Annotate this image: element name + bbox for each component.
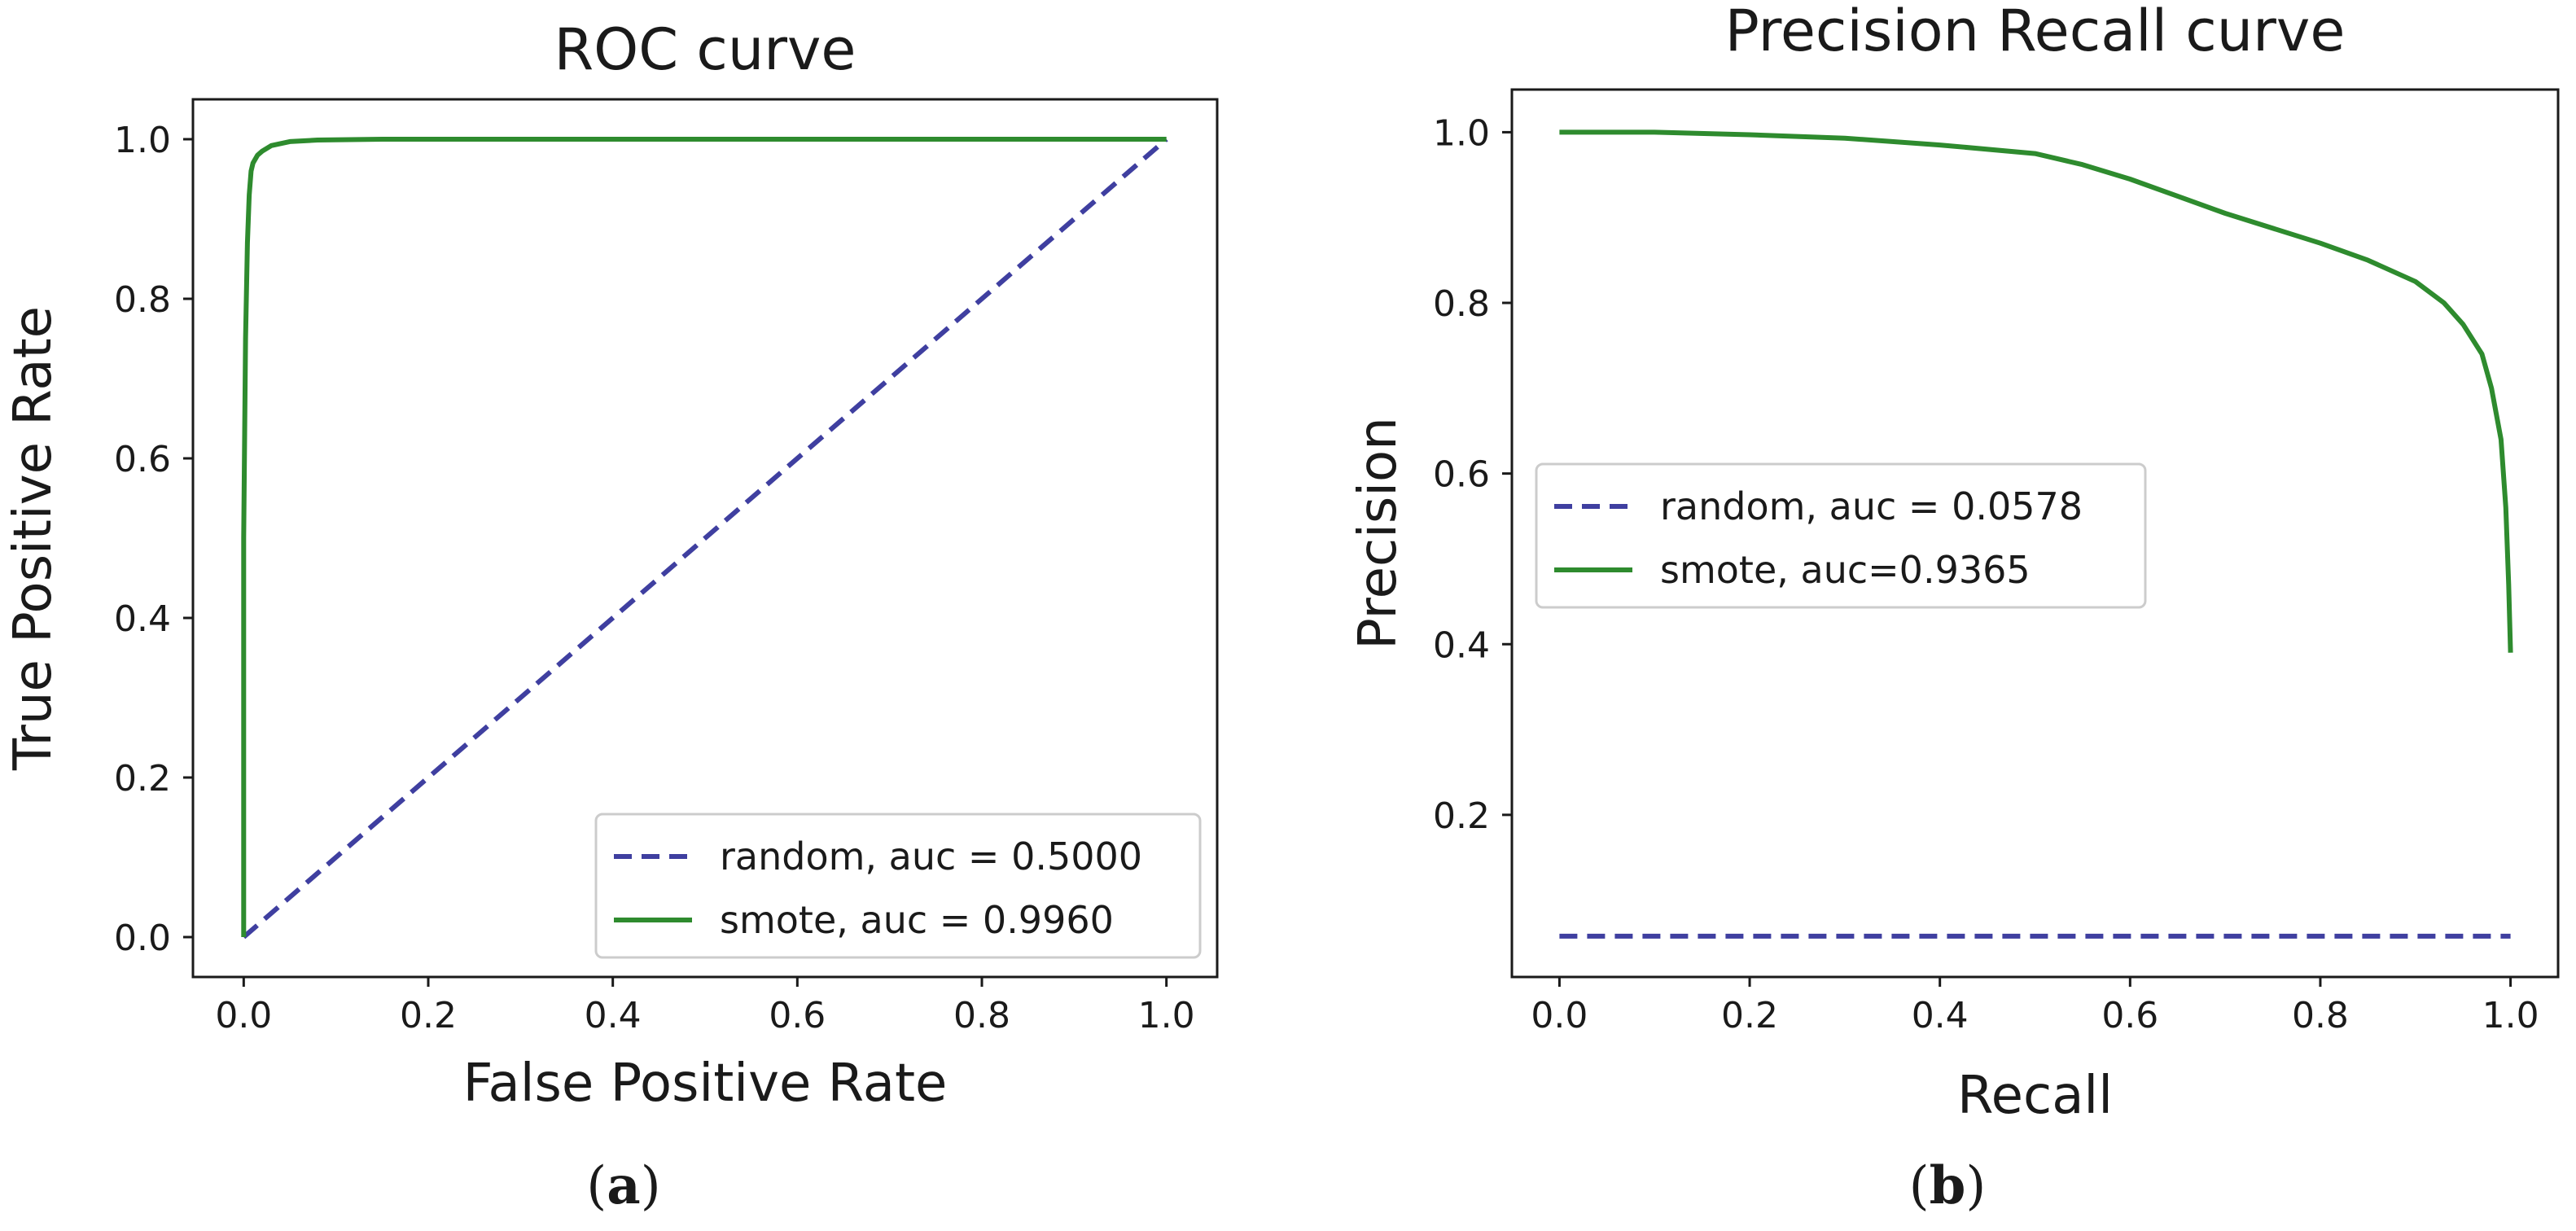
- y-tick-label: 0.6: [114, 439, 171, 480]
- x-tick-label: 0.2: [1721, 995, 1778, 1036]
- panel-b: Precision Recall curve 0.0 0.2 0.4 0.6 0.8 1.0…: [1348, 0, 2560, 1216]
- y-tick-label: 1.0: [1433, 112, 1490, 154]
- y-tick-label: 0.4: [1433, 624, 1490, 666]
- y-tick-label: 0.2: [1433, 795, 1490, 837]
- x-axis-label: False Positive Rate: [463, 1054, 948, 1114]
- legend-frame: [594, 813, 1202, 959]
- panel-caption: (b): [1909, 1155, 1987, 1216]
- x-tick-label: 1.0: [1138, 995, 1195, 1036]
- series-line-smote: [1559, 129, 2513, 653]
- x-tick-label: 1.0: [2482, 995, 2539, 1036]
- legend-frame: [1535, 462, 2147, 609]
- panel-a: ROC curve 0.0 0.2 0.4 0.6 0.8 1.0 0.0 0.2 0.4 0.6 0…: [3, 16, 1219, 1216]
- x-tick-label: 0.4: [585, 995, 642, 1036]
- legend: random, auc = 0.0578 smote, auc=0.9365: [1535, 462, 2147, 609]
- series-line-smote: [241, 137, 1167, 937]
- series-line-random: [242, 137, 1168, 940]
- chart-title: Precision Recall curve: [1725, 0, 2346, 64]
- y-tick-label: 0.4: [114, 598, 171, 640]
- x-tick-label: 0.4: [1912, 995, 1969, 1036]
- x-tick-label: 0.0: [1531, 995, 1588, 1036]
- y-axis-label: Precision: [1348, 417, 1408, 650]
- legend-label-random: random, auc = 0.5000: [720, 835, 1142, 878]
- x-tick-label: 0.8: [2292, 995, 2349, 1036]
- plot-frame: [1510, 88, 2560, 979]
- x-tick-label: 0.2: [400, 995, 457, 1036]
- x-tick-label: 0.6: [2101, 995, 2158, 1036]
- legend-label-smote: smote, auc=0.9365: [1660, 548, 2031, 592]
- y-tick-label: 0.8: [114, 279, 171, 321]
- x-tick-label: 0.6: [769, 995, 826, 1036]
- x-axis-label: Recall: [1957, 1066, 2113, 1126]
- y-tick-label: 1.0: [114, 120, 171, 161]
- y-axis-label: True Positive Rate: [3, 306, 64, 771]
- x-tick-label: 0.0: [215, 995, 272, 1036]
- y-tick-label: 0.8: [1433, 283, 1490, 325]
- panel-caption: (a): [586, 1155, 660, 1216]
- plot-frame: [191, 98, 1219, 979]
- legend-label-smote: smote, auc = 0.9960: [720, 898, 1114, 942]
- chart-title: ROC curve: [554, 16, 856, 83]
- y-tick-label: 0.0: [114, 918, 171, 959]
- y-tick-label: 0.2: [114, 758, 171, 799]
- y-tick-label: 0.6: [1433, 454, 1490, 496]
- legend: random, auc = 0.5000 smote, auc = 0.9960: [594, 813, 1202, 959]
- legend-label-random: random, auc = 0.0578: [1660, 484, 2083, 528]
- x-tick-label: 0.8: [953, 995, 1010, 1036]
